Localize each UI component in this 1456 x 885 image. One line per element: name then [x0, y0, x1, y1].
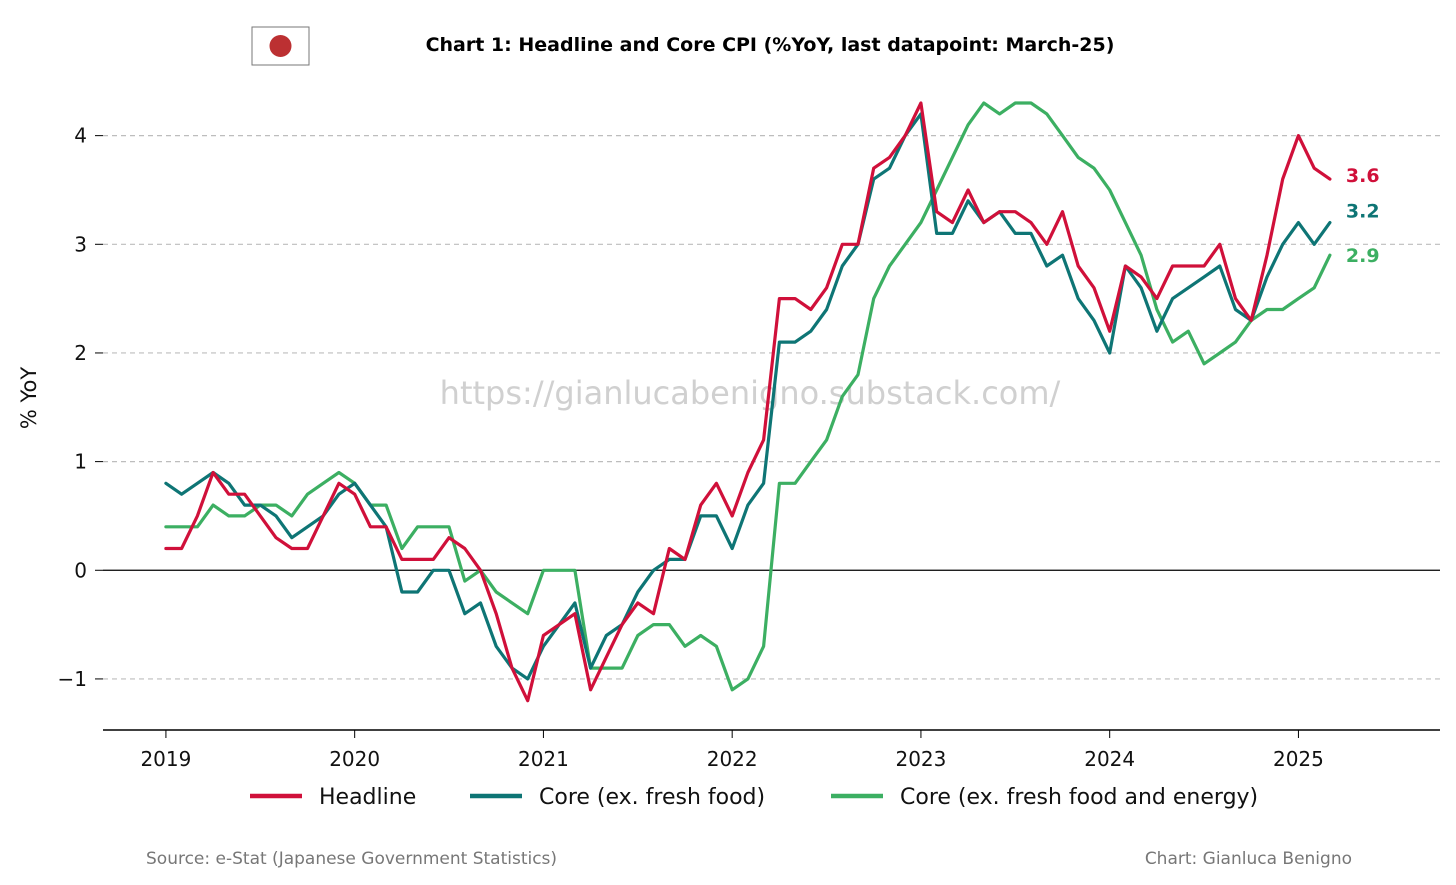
chart-title: Chart 1: Headline and Core CPI (%YoY, la… — [426, 34, 1115, 56]
y-tick-label: −1 — [58, 667, 87, 691]
x-tick-label: 2025 — [1273, 747, 1324, 771]
y-tick-label: 4 — [74, 124, 87, 148]
y-axis-label: % YoY — [17, 367, 41, 430]
x-tick-label: 2023 — [895, 747, 946, 771]
x-axis: 2019 2020 2021 2022 2023 2024 2025 — [103, 729, 1440, 771]
legend-label: Core (ex. fresh food and energy) — [900, 785, 1258, 810]
end-value-label: 2.9 — [1346, 245, 1380, 267]
y-tick-label: 2 — [74, 341, 87, 365]
legend-label: Headline — [319, 785, 416, 810]
legend: Headline Core (ex. fresh food) Core (ex. f… — [250, 785, 1258, 810]
watermark: https://gianlucabenigno.substack.com/ — [440, 374, 1061, 412]
series-lines — [164, 101, 1332, 703]
y-tick-label: 0 — [74, 558, 87, 582]
end-value-label: 3.2 — [1346, 201, 1380, 223]
y-axis: −1 0 1 2 3 4 — [58, 124, 103, 691]
legend-label: Core (ex. fresh food) — [539, 785, 765, 810]
series-line-headline — [164, 101, 1332, 703]
series-line-core-ex-fresh-food — [164, 112, 1332, 681]
source-note: Source: e-Stat (Japanese Government Stat… — [146, 849, 557, 869]
x-tick-label: 2021 — [518, 747, 569, 771]
japan-flag-icon — [251, 26, 310, 66]
x-tick-label: 2019 — [140, 747, 191, 771]
x-tick-label: 2024 — [1084, 747, 1135, 771]
x-tick-label: 2022 — [707, 747, 758, 771]
y-tick-label: 3 — [74, 232, 87, 256]
chart-credit: Chart: Gianluca Benigno — [1145, 849, 1352, 869]
end-value-label: 3.6 — [1346, 165, 1380, 187]
x-tick-label: 2020 — [329, 747, 380, 771]
y-tick-label: 1 — [74, 450, 87, 474]
end-labels: 3.6 3.2 2.9 — [1346, 165, 1380, 267]
